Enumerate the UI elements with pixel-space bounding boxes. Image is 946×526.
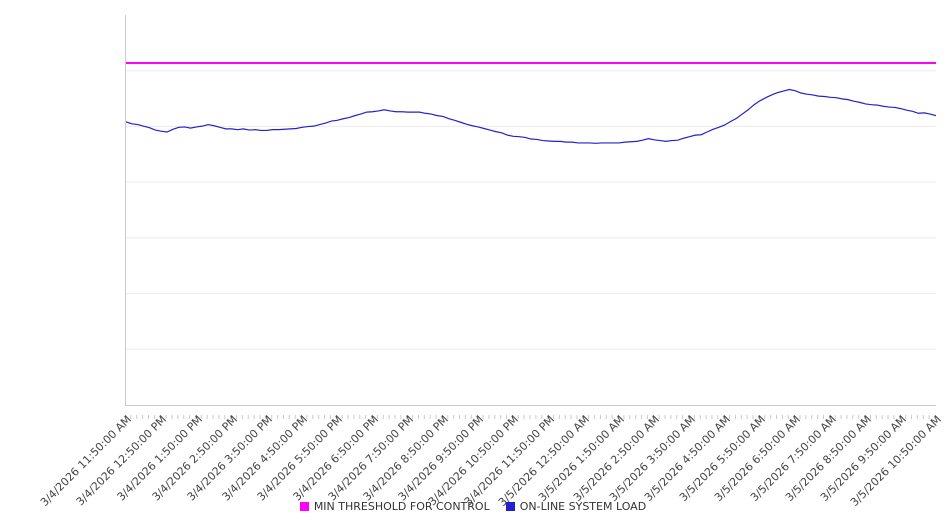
load-legend-swatch <box>505 501 515 511</box>
legend-item-threshold: MIN THRESHOLD FOR CONTROL <box>299 499 490 513</box>
legend: MIN THRESHOLD FOR CONTROL ON-LINE SYSTEM… <box>0 497 946 515</box>
threshold-legend-label: MIN THRESHOLD FOR CONTROL <box>313 499 490 513</box>
threshold-legend-swatch <box>299 501 309 511</box>
legend-item-load: ON-LINE SYSTEM LOAD <box>505 499 647 513</box>
chart-canvas <box>126 61 936 350</box>
system-load-line <box>126 88 936 144</box>
plot-area <box>125 15 936 406</box>
load-legend-label: ON-LINE SYSTEM LOAD <box>519 499 647 513</box>
x-axis-ticks <box>124 406 936 419</box>
